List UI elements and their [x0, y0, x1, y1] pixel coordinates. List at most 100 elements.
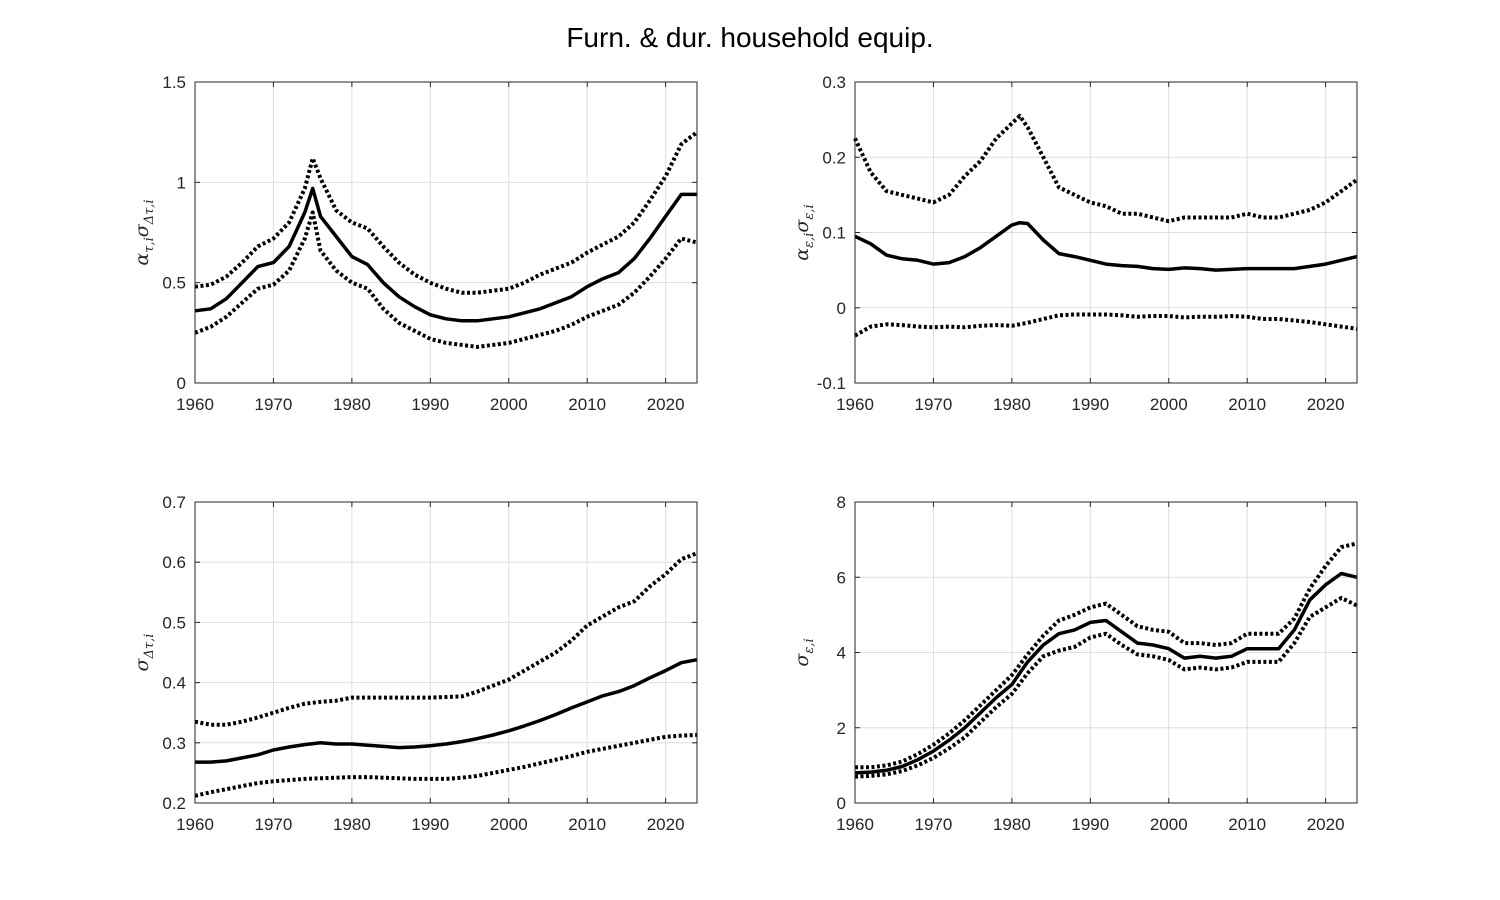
x-tick-label: 1990	[1071, 815, 1109, 834]
y-tick: 0	[177, 374, 697, 393]
y-tick-label: 0.3	[822, 73, 846, 92]
y-tick-label: 0	[177, 374, 186, 393]
series-line-lower	[854, 312, 1358, 338]
x-tick-label: 1980	[333, 395, 371, 414]
series-line-upper	[194, 130, 699, 295]
x-tick: 2000	[490, 82, 528, 414]
x-tick: 1980	[993, 82, 1031, 414]
plot-area	[195, 82, 697, 383]
x-tick: 1960	[836, 502, 874, 834]
x-tick-label: 2000	[1150, 395, 1188, 414]
y-tick: 1	[177, 173, 697, 192]
x-tick-label: 2010	[1228, 815, 1266, 834]
series-line-median	[854, 571, 1358, 775]
y-tick: 0.2	[162, 794, 697, 813]
series-line-upper	[853, 113, 1359, 224]
y-tick-label: 0.4	[162, 674, 186, 693]
x-tick: 2010	[1228, 502, 1266, 834]
x-tick-label: 1970	[915, 815, 953, 834]
x-tick: 2010	[568, 502, 606, 834]
y-tick: 0.6	[162, 553, 697, 572]
axes-box	[194, 81, 698, 384]
y-tick-label: 0.1	[822, 224, 846, 243]
x-tick-label: 1990	[1071, 395, 1109, 414]
y-tick-label: 2	[837, 719, 846, 738]
y-tick: 0.3	[822, 73, 1357, 92]
y-tick-label: 0.5	[162, 274, 186, 293]
y-tick-label: 0.5	[162, 613, 186, 632]
series-line-lower	[194, 733, 698, 798]
y-tick: 0.4	[162, 674, 697, 693]
y-tick-label: 1.5	[162, 73, 186, 92]
x-tick-label: 2010	[568, 395, 606, 414]
y-tick-label: 0.7	[162, 493, 186, 512]
x-tick-label: 2000	[1150, 815, 1188, 834]
subplot-4: 1960 1970 1980 1990 2000 2010 2020 0 2 4 6 8 σε,i	[791, 493, 1358, 834]
y-tick: 2	[837, 719, 1357, 738]
y-tick-label: 0	[837, 299, 846, 318]
series-line-lower	[194, 210, 698, 349]
y-axis-label: σε,i	[791, 638, 817, 666]
y-axis-label: ατ,iσΔτ,i	[131, 199, 157, 265]
y-tick: 0.5	[162, 613, 697, 632]
series-line-median	[194, 186, 697, 323]
x-tick: 1980	[333, 502, 371, 834]
x-tick: 1970	[255, 82, 293, 414]
plot-area	[195, 502, 697, 803]
y-tick-label: -0.1	[817, 374, 846, 393]
y-tick-label: 0.2	[822, 148, 846, 167]
x-tick-label: 1980	[333, 815, 371, 834]
x-tick-label: 2020	[1307, 395, 1345, 414]
y-tick-label: 8	[837, 493, 846, 512]
y-tick: 8	[837, 493, 1357, 512]
y-tick-label: 4	[837, 644, 846, 663]
x-tick: 1960	[176, 502, 214, 834]
x-tick-label: 1960	[836, 395, 874, 414]
series-line-upper	[194, 551, 698, 727]
x-tick-label: 1970	[255, 395, 293, 414]
subplot-3: 1960 1970 1980 1990 2000 2010 2020 0.2 0.3 0.4 0.5…	[131, 493, 698, 834]
x-tick: 1990	[1071, 502, 1109, 834]
y-tick: 0	[837, 299, 1357, 318]
x-tick-label: 2000	[490, 395, 528, 414]
x-tick: 1990	[411, 502, 449, 834]
x-tick: 1980	[993, 502, 1031, 834]
x-tick: 2020	[1307, 502, 1345, 834]
x-tick: 1990	[1071, 82, 1109, 414]
y-tick: 0.5	[162, 274, 697, 293]
x-tick: 2020	[1307, 82, 1345, 414]
axes-box	[194, 501, 698, 804]
figure-title: Furn. & dur. household equip.	[566, 22, 934, 53]
y-tick-label: 0	[837, 794, 846, 813]
y-tick: 4	[837, 644, 1357, 663]
x-tick: 2000	[490, 502, 528, 834]
x-tick: 1970	[915, 502, 953, 834]
y-tick-label: 0.2	[162, 794, 186, 813]
x-tick: 2020	[647, 502, 685, 834]
subplot-1: 1960 1970 1980 1990 2000 2010 2020 0 0.5 1 1.5 ατ,i…	[131, 73, 699, 414]
y-axis-label: αε,iσε,i	[791, 204, 817, 260]
y-axis-label: σΔτ,i	[131, 634, 157, 672]
x-tick-label: 1980	[993, 395, 1031, 414]
y-tick: 0.1	[822, 224, 1357, 243]
y-tick-label: 6	[837, 568, 846, 587]
y-tick: 0.7	[162, 493, 697, 512]
y-tick: 0	[837, 794, 1357, 813]
series-line-median	[854, 220, 1358, 272]
y-tick-label: 0.3	[162, 734, 186, 753]
x-tick-label: 2020	[1307, 815, 1345, 834]
x-tick-label: 1970	[255, 815, 293, 834]
y-tick: -0.1	[817, 374, 1357, 393]
series-line-lower	[854, 595, 1358, 779]
x-tick: 2010	[1228, 82, 1266, 414]
y-tick: 0.3	[162, 734, 697, 753]
x-tick: 2000	[1150, 502, 1188, 834]
y-tick: 1.5	[162, 73, 697, 92]
x-tick-label: 1960	[176, 395, 214, 414]
y-tick: 0.2	[822, 148, 1357, 167]
x-tick-label: 2020	[647, 395, 685, 414]
x-tick-label: 2020	[647, 815, 685, 834]
x-tick-label: 1970	[915, 395, 953, 414]
x-tick-label: 2010	[1228, 395, 1266, 414]
